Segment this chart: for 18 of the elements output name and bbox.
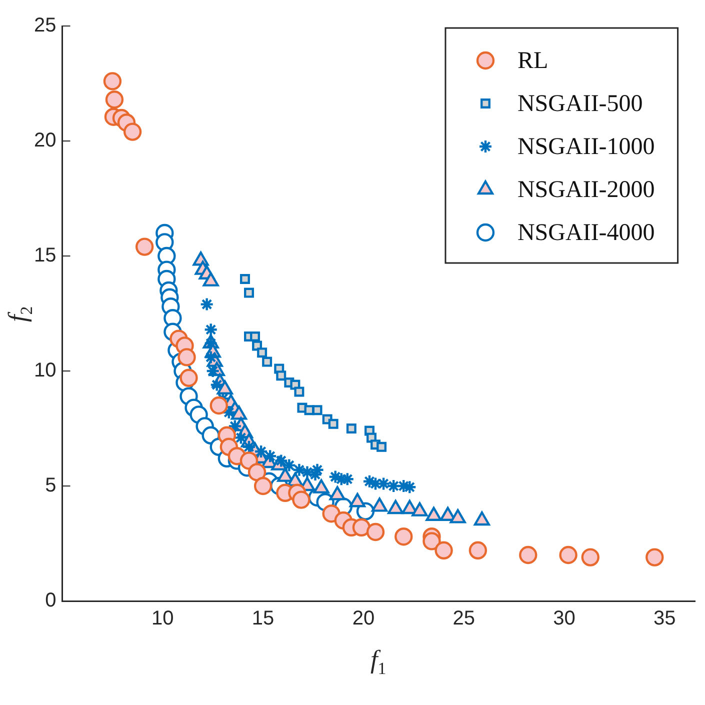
- legend-label: NSGAII-2000: [517, 176, 655, 203]
- legend-label: NSGAII-1000: [517, 134, 655, 160]
- x-tick-label: 15: [252, 608, 274, 630]
- y-tick-label: 0: [45, 590, 56, 612]
- y-tick-label: 25: [34, 14, 56, 37]
- y-tick-label: 5: [45, 474, 56, 497]
- x-tick-label: 30: [553, 608, 576, 630]
- y-tick-label: 10: [34, 360, 56, 382]
- x-tick-label: 25: [452, 608, 475, 630]
- x-tick-label: 35: [654, 608, 676, 630]
- x-axis-title: f$_{1}$: [370, 645, 386, 680]
- y-tick-label: 15: [34, 244, 56, 267]
- legend-label: NSGAII-4000: [517, 220, 655, 246]
- y-tick-label: 20: [34, 130, 56, 152]
- legend-label: NSGAII-500: [517, 90, 643, 117]
- legend-label: RL: [517, 48, 548, 74]
- x-tick-label: 10: [152, 608, 174, 630]
- x-tick-label: 20: [352, 608, 375, 630]
